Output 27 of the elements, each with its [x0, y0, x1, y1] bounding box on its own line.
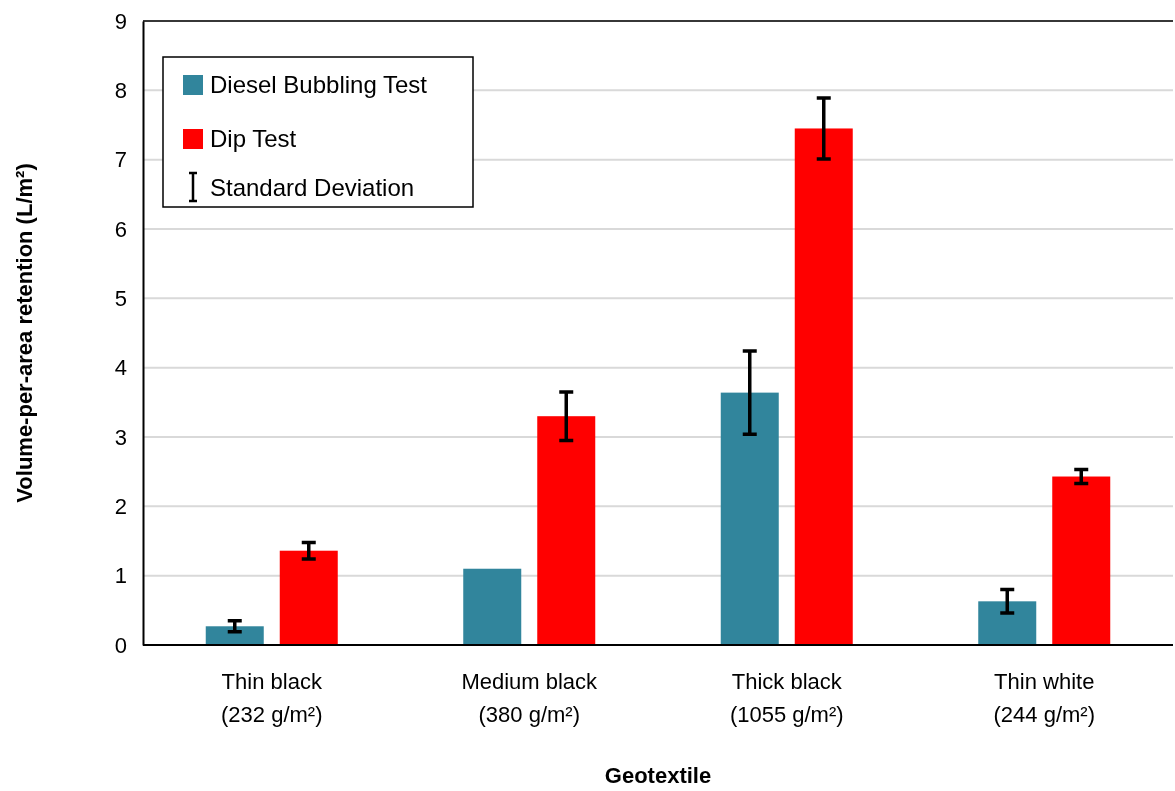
- y-axis-title: Volume-per-area retention (L/m²): [12, 163, 37, 503]
- y-tick-label: 6: [114, 216, 127, 242]
- y-tick-label: 7: [114, 147, 127, 173]
- legend-label: Dip Test: [210, 125, 297, 152]
- bar: [978, 601, 1037, 645]
- bar: [537, 416, 596, 645]
- y-tick-label: 9: [114, 8, 127, 34]
- y-tick-label: 4: [114, 355, 127, 381]
- y-tick-label: 0: [114, 632, 127, 658]
- x-tick-label: Thin white (244 g/m²): [993, 669, 1095, 727]
- x-tick-label: Thin black (232 g/m²): [221, 669, 323, 727]
- bar: [1052, 476, 1111, 645]
- bar: [794, 128, 853, 645]
- bar: [463, 568, 522, 645]
- y-tick-label: 2: [114, 493, 127, 519]
- y-tick-label: 8: [114, 77, 127, 103]
- x-axis-title: Geotextile: [604, 763, 712, 788]
- y-tick-label: 1: [114, 563, 127, 589]
- x-tick-label: Thick black (1055 g/m²): [729, 669, 844, 727]
- y-tick-label: 5: [114, 285, 127, 311]
- annotation: Standard Deviation: [210, 174, 415, 201]
- bar: [279, 550, 338, 645]
- bar: [720, 392, 779, 645]
- legend-label: Diesel Bubbling Test: [210, 71, 428, 98]
- y-tick-label: 3: [114, 424, 127, 450]
- x-tick-label: Medium black (380 g/m²): [461, 669, 599, 727]
- bar: [205, 626, 264, 645]
